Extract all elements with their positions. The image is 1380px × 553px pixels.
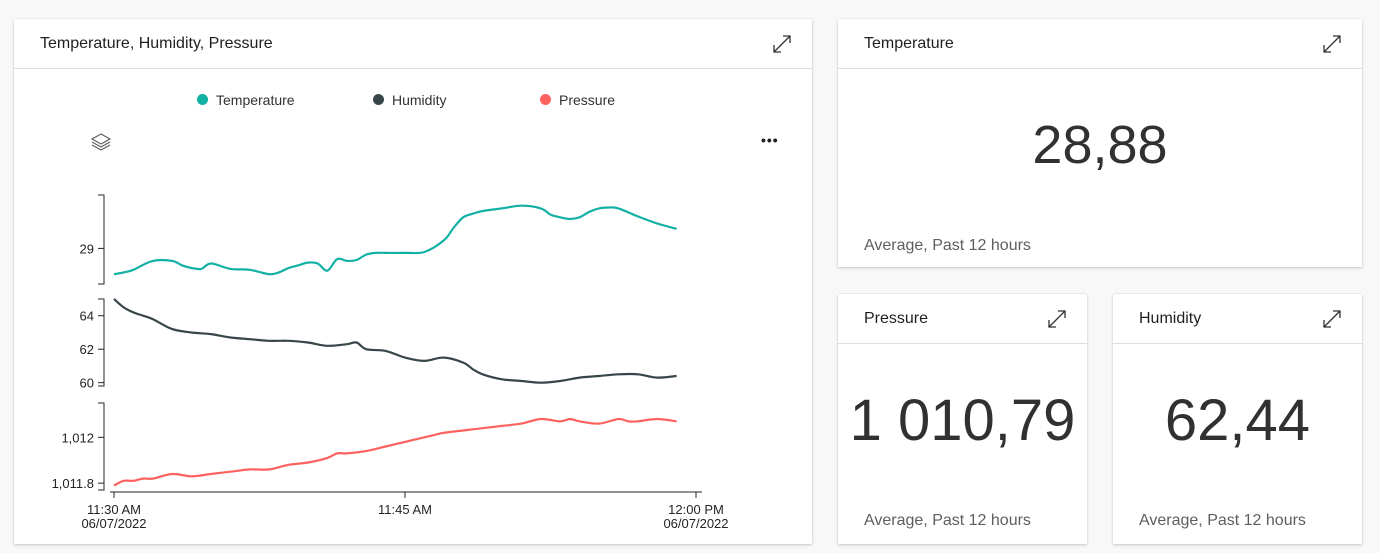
expand-icon[interactable]	[1321, 308, 1343, 330]
expand-icon[interactable]	[771, 33, 793, 55]
y-tick-label: 29	[80, 241, 94, 256]
chart-tile-title: Temperature, Humidity, Pressure	[40, 35, 273, 52]
humidity-tile: Humidity 62,44 Average, Past 12 hours	[1113, 294, 1362, 544]
temperature-tile: Temperature 28,88 Average, Past 12 hours	[838, 19, 1362, 267]
legend-item-temperature[interactable]: Temperature	[197, 92, 295, 108]
expand-icon[interactable]	[1046, 308, 1068, 330]
pressure-tile: Pressure 1 010,79 Average, Past 12 hours	[838, 294, 1087, 544]
x-tick-date-label: 06/07/2022	[663, 516, 728, 531]
pressure-caption: Average, Past 12 hours	[864, 512, 1031, 529]
temperature-tile-title: Temperature	[864, 35, 954, 52]
y-tick-label: 1,012	[61, 430, 94, 445]
expand-icon[interactable]	[1321, 33, 1343, 55]
layers-icon[interactable]	[90, 131, 112, 153]
x-tick-label: 11:45 AM	[378, 502, 432, 517]
legend-dot-humidity	[373, 94, 384, 105]
legend-label: Pressure	[559, 92, 616, 108]
y-axis-temperature	[98, 194, 105, 285]
legend-label: Temperature	[216, 92, 295, 108]
humidity-value: 62,44	[1164, 388, 1311, 453]
legend-item-pressure[interactable]: Pressure	[540, 92, 615, 108]
y-axis-humidity	[98, 298, 105, 387]
series-line-pressure	[113, 417, 677, 487]
pressure-tile-header: Pressure	[838, 294, 1087, 344]
temperature-tile-header: Temperature	[838, 19, 1362, 69]
temperature-value: 28,88	[1032, 115, 1168, 175]
humidity-tile-title: Humidity	[1139, 310, 1202, 327]
y-axis-pressure	[98, 402, 105, 491]
x-tick-label: 11:30 AM	[87, 502, 141, 517]
y-tick-label: 1,011.8	[52, 476, 94, 491]
legend-label: Humidity	[392, 92, 447, 108]
chart-tile-header: Temperature, Humidity, Pressure	[14, 19, 812, 69]
series-line-temperature	[113, 204, 677, 276]
humidity-tile-header: Humidity	[1113, 294, 1362, 344]
temperature-caption: Average, Past 12 hours	[864, 237, 1031, 254]
x-tick-date-label: 06/07/2022	[81, 516, 146, 531]
series-line-humidity	[113, 298, 677, 384]
y-tick-label: 62	[80, 342, 94, 357]
chart-tile: Temperature, Humidity, Pressure Temperat…	[14, 19, 812, 544]
y-tick-label: 64	[80, 309, 94, 324]
y-tick-label: 60	[80, 376, 94, 391]
pressure-tile-title: Pressure	[864, 310, 929, 327]
more-options-button[interactable]: •••	[761, 132, 779, 148]
legend-dot-pressure	[540, 94, 551, 105]
legend-dot-temperature	[197, 94, 208, 105]
x-tick-label: 12:00 PM	[668, 502, 724, 517]
legend-item-humidity[interactable]: Humidity	[373, 92, 446, 108]
pressure-value: 1 010,79	[849, 388, 1076, 453]
humidity-caption: Average, Past 12 hours	[1139, 512, 1306, 529]
